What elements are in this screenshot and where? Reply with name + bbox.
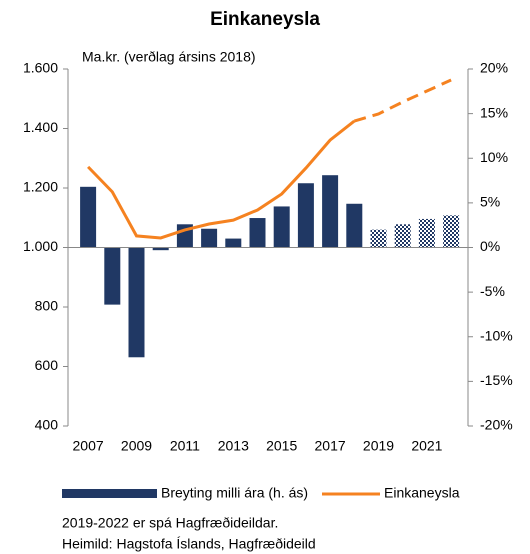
bar: [418, 218, 435, 248]
x-tick-label: 2011: [170, 438, 200, 454]
legend-label: Breyting milli ára (h. ás): [161, 485, 308, 501]
y2-tick-label: -15%: [480, 372, 513, 388]
y2-tick-label: -20%: [480, 417, 513, 433]
bar: [370, 229, 387, 248]
note: Heimild: Hagstofa Íslands, Hagfræðideild: [62, 536, 316, 552]
y2-tick-label: 15%: [480, 104, 508, 120]
y-tick-label: 1.600: [23, 60, 58, 76]
y-tick-label: 600: [35, 357, 59, 373]
x-tick-label: 2021: [411, 438, 442, 454]
bar: [249, 218, 266, 248]
y-tick-label: 1.400: [23, 119, 58, 135]
y-tick-label: 1.200: [23, 179, 58, 195]
bar: [273, 206, 290, 248]
y2-tick-label: 10%: [480, 149, 508, 165]
bar: [322, 175, 339, 248]
bar: [297, 183, 314, 248]
x-tick-label: 2013: [218, 438, 249, 454]
legend-swatch: [62, 489, 157, 498]
line-forecast: [353, 78, 452, 123]
bar: [201, 228, 218, 248]
y2-tick-label: 0%: [480, 238, 500, 254]
chart-title: Einkaneysla: [210, 9, 320, 30]
legend-label: Einkaneysla: [384, 485, 460, 501]
y2-tick-label: -5%: [480, 283, 505, 299]
y2-tick-label: 20%: [480, 60, 508, 76]
y2-tick-label: 5%: [480, 194, 500, 210]
x-tick-label: 2009: [121, 438, 152, 454]
x-tick-label: 2019: [363, 438, 394, 454]
bar: [104, 247, 121, 305]
bar: [128, 247, 145, 358]
annotation: Ma.kr. (verðlag ársins 2018): [82, 49, 256, 65]
y2-tick-label: -10%: [480, 327, 513, 343]
x-tick-label: 2015: [266, 438, 297, 454]
y-tick-label: 800: [35, 298, 59, 314]
x-tick-label: 2017: [315, 438, 346, 454]
bar: [346, 203, 363, 248]
bar: [394, 224, 411, 248]
bar: [443, 215, 460, 248]
y-tick-label: 1.000: [23, 238, 58, 254]
note: 2019-2022 er spá Hagfræðideildar.: [62, 515, 278, 531]
bar: [80, 186, 97, 248]
bar: [152, 247, 169, 251]
line: [87, 119, 356, 240]
bar: [225, 238, 242, 248]
x-tick-label: 2007: [73, 438, 104, 454]
y-tick-label: 400: [35, 417, 59, 433]
